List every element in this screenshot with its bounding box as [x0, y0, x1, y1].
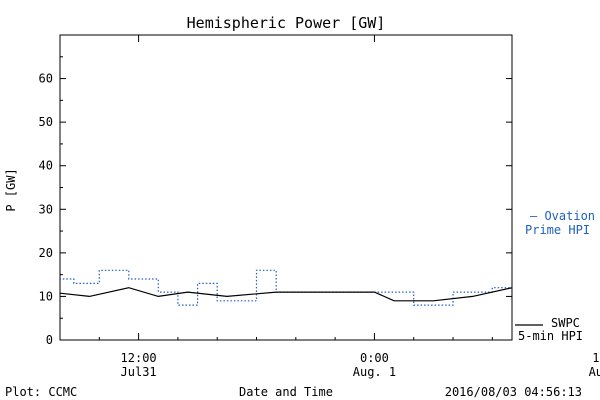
- legend-ovation-line2: Prime HPI: [525, 223, 590, 237]
- x-axis-label: Date and Time: [239, 385, 333, 399]
- y-tick-label: 10: [39, 289, 53, 303]
- legend-swpc-line2: 5-min HPI: [518, 329, 583, 343]
- y-axis: 0 10 20 30 40 50 60: [39, 56, 512, 347]
- series-line-ovation-prime: [60, 269, 512, 306]
- x-tick-label-time: 12:00: [592, 351, 600, 365]
- legend-swpc-line1: SWPC: [551, 316, 580, 330]
- x-tick-label-date: Aug. 1: [589, 365, 600, 379]
- x-tick-label-time: 0:00: [360, 351, 389, 365]
- legend-ovation-prime: — Ovation Prime HPI: [525, 209, 595, 237]
- y-tick-label: 60: [39, 72, 53, 86]
- y-tick-label: 20: [39, 246, 53, 260]
- chart-title: Hemispheric Power [GW]: [187, 14, 386, 32]
- legend-swpc: SWPC 5-min HPI: [515, 316, 583, 343]
- y-axis-label: P [GW]: [4, 168, 18, 211]
- x-tick-label-date: Jul31: [121, 365, 157, 379]
- plot-frame: [59, 34, 513, 341]
- y-tick-label: 40: [39, 159, 53, 173]
- footer-credit: Plot: CCMC: [5, 385, 77, 399]
- footer-timestamp: 2016/08/03 04:56:13: [445, 385, 582, 399]
- y-tick-label: 30: [39, 202, 53, 216]
- y-tick-label: 50: [39, 115, 53, 129]
- x-tick-label-time: 12:00: [121, 351, 157, 365]
- plot-area: [60, 269, 512, 306]
- legend-ovation-line1: — Ovation: [530, 209, 595, 223]
- x-tick-label-date: Aug. 1: [353, 365, 396, 379]
- series-line-swpc: [60, 287, 512, 302]
- y-tick-label: 0: [46, 333, 53, 347]
